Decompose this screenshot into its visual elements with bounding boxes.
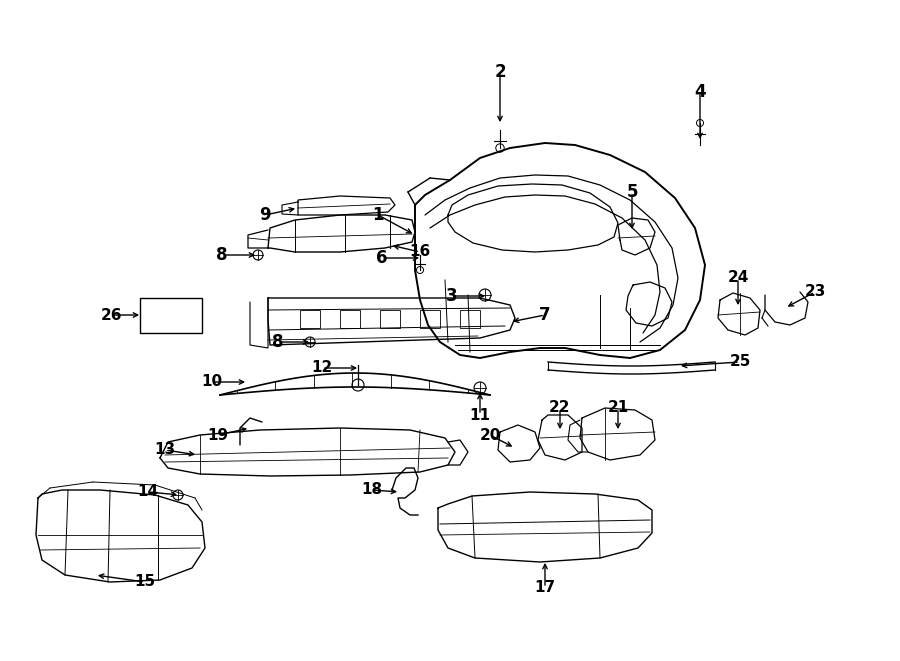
- Text: 8: 8: [272, 333, 284, 351]
- Text: 3: 3: [446, 287, 458, 305]
- Text: 22: 22: [549, 401, 571, 416]
- Text: 8: 8: [216, 246, 228, 264]
- Text: 24: 24: [727, 270, 749, 286]
- Text: 17: 17: [535, 580, 555, 596]
- Text: 18: 18: [362, 483, 382, 498]
- Text: 12: 12: [311, 360, 333, 375]
- Text: 14: 14: [138, 485, 158, 500]
- Text: 4: 4: [694, 83, 706, 101]
- Text: 1: 1: [373, 206, 383, 224]
- Text: 26: 26: [101, 307, 122, 323]
- Text: 21: 21: [608, 401, 628, 416]
- Bar: [140, 298, 202, 333]
- Text: 2: 2: [494, 63, 506, 81]
- Text: 25: 25: [729, 354, 751, 369]
- Text: 20: 20: [480, 428, 500, 442]
- Bar: [300, 310, 320, 328]
- Text: 9: 9: [259, 206, 271, 224]
- Bar: [420, 310, 440, 328]
- Bar: [460, 310, 480, 328]
- Bar: [380, 310, 400, 328]
- Text: 10: 10: [202, 375, 222, 389]
- Text: 23: 23: [805, 284, 825, 299]
- Text: 19: 19: [207, 428, 229, 442]
- Text: 5: 5: [626, 183, 638, 201]
- Bar: [340, 310, 360, 328]
- Text: 15: 15: [134, 574, 156, 590]
- Text: 7: 7: [539, 306, 551, 324]
- Text: 13: 13: [155, 442, 176, 457]
- Text: 11: 11: [470, 407, 490, 422]
- Text: 6: 6: [376, 249, 388, 267]
- Text: 16: 16: [410, 245, 430, 260]
